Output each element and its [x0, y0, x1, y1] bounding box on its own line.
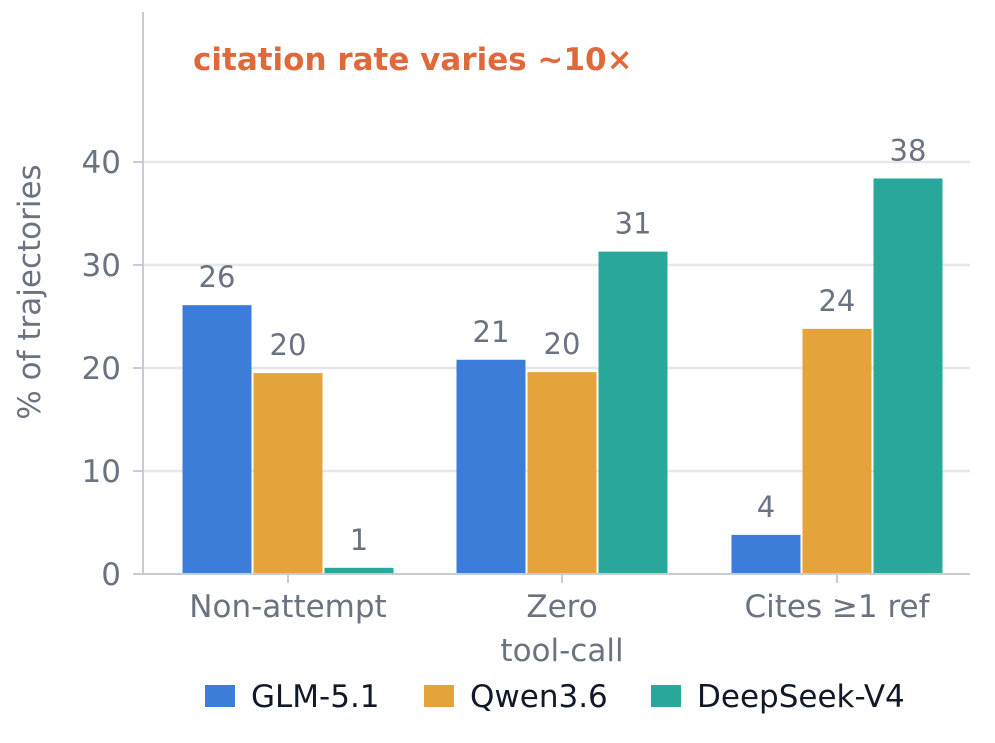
bar-value-label: 38 [890, 133, 927, 167]
y-tick-label: 10 [82, 454, 121, 490]
data-labels: 26 21 4 20 20 24 1 31 38 [199, 133, 927, 556]
y-tick-label: 30 [82, 248, 121, 284]
bar [456, 359, 526, 574]
legend-label: Qwen3.6 [470, 679, 608, 715]
bar-value-label: 21 [473, 315, 510, 349]
bar [324, 567, 394, 574]
y-axis-title: % of trajectories [12, 164, 48, 419]
bar [598, 251, 668, 575]
x-tick-label: Non-attempt [189, 589, 386, 625]
annotation-text: citation rate varies ∼10× [193, 42, 633, 78]
bar-value-label: 31 [615, 207, 652, 241]
bar [731, 534, 801, 574]
legend-label: GLM-5.1 [251, 679, 380, 715]
bar-value-label: 4 [757, 490, 775, 524]
x-tick-label: tool-call [500, 633, 623, 669]
bar [253, 373, 323, 574]
bars [182, 178, 943, 575]
bar [527, 372, 597, 574]
y-tick-label: 20 [82, 351, 121, 387]
axes [133, 12, 970, 583]
bar-value-label: 1 [350, 523, 368, 557]
bar [873, 178, 943, 575]
y-tick-labels: 0 10 20 30 40 [82, 145, 121, 593]
y-tick-label: 40 [82, 145, 121, 181]
legend-swatch [651, 685, 681, 707]
bar-value-label: 24 [819, 284, 856, 318]
bar [182, 305, 252, 574]
bar-value-label: 26 [199, 260, 236, 294]
x-tick-label: Zero [526, 589, 597, 625]
legend: GLM-5.1 Qwen3.6 DeepSeek-V4 [205, 679, 905, 715]
bar [802, 328, 872, 574]
x-tick-label: Cites ≥1 ref [744, 589, 930, 625]
bar-value-label: 20 [544, 327, 581, 361]
legend-swatch [205, 685, 235, 707]
x-tick-labels: Non-attempt Zero tool-call Cites ≥1 ref [189, 589, 930, 669]
legend-swatch [424, 685, 454, 707]
bar-value-label: 20 [270, 328, 307, 362]
legend-label: DeepSeek-V4 [697, 679, 905, 715]
y-tick-label: 0 [101, 557, 121, 593]
